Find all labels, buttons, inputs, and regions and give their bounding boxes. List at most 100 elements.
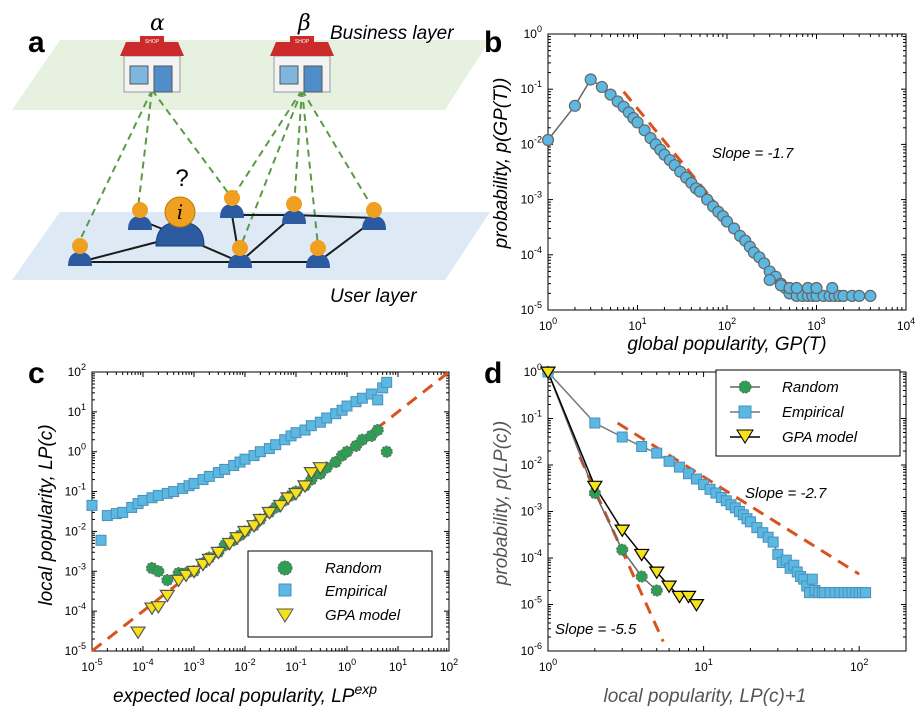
user-head bbox=[310, 240, 326, 256]
shop-door bbox=[153, 65, 173, 93]
panel-d-label: d bbox=[484, 357, 502, 390]
chart-d-legend-random-marker bbox=[738, 380, 752, 394]
chart-d-x-tick-label: 101 bbox=[694, 657, 712, 674]
chart-c-y-tick-label: 101 bbox=[68, 402, 86, 419]
user-head bbox=[72, 238, 88, 254]
chart-d-legend: Random Empirical GPA model bbox=[715, 369, 901, 457]
link-alpha-3 bbox=[151, 89, 233, 199]
chart-b-point bbox=[541, 133, 555, 147]
chart-d-gpa-point bbox=[539, 366, 557, 380]
chart-c-legend-empirical-marker bbox=[278, 583, 292, 597]
chart-d-gpa-point bbox=[648, 566, 665, 580]
chart-d-x-tick-label: 102 bbox=[850, 657, 868, 674]
link-beta-4 bbox=[301, 89, 319, 247]
chart-c-random-point bbox=[161, 574, 174, 587]
chart-d-y-tick-label: 10-4 bbox=[521, 548, 542, 565]
chart-b-x-tick-label: 100 bbox=[539, 316, 557, 333]
chart-b-x-tick-label: 102 bbox=[718, 316, 736, 333]
user-icon bbox=[228, 240, 252, 268]
chart-d-empirical-point bbox=[690, 473, 702, 485]
chart-c-gpa-point bbox=[236, 525, 254, 539]
chart-c-gpa-point bbox=[252, 513, 269, 527]
panel-b-label: b bbox=[484, 26, 502, 59]
chart-d-random-point bbox=[635, 570, 648, 583]
chart-c-empirical-point bbox=[381, 376, 393, 388]
chart-d-slope-annotation-1: Slope = -2.7 bbox=[745, 485, 827, 502]
chart-d-empirical-point bbox=[663, 455, 675, 467]
chart-c-y-tick-label: 10-2 bbox=[65, 521, 86, 538]
user-body bbox=[306, 254, 330, 268]
target-user-icon: i bbox=[155, 196, 205, 247]
chart-c-y-tick-label: 10-3 bbox=[65, 561, 86, 578]
target-user-label: i bbox=[177, 200, 183, 224]
shop-window bbox=[279, 65, 299, 85]
target-user-head bbox=[164, 196, 196, 228]
chart-b-point bbox=[693, 185, 707, 198]
chart-c-gpa-point bbox=[229, 532, 246, 546]
user-head bbox=[132, 202, 148, 218]
chart-c-gpa-point bbox=[221, 537, 238, 551]
chart-b-x-tick-label: 103 bbox=[807, 316, 825, 333]
chart-c-gpa-point bbox=[201, 553, 218, 567]
chart-b-point bbox=[584, 73, 597, 86]
chart-b-point bbox=[631, 116, 644, 129]
business-layer-plane bbox=[12, 40, 490, 110]
chart-d-y-tick-label: 10-2 bbox=[521, 455, 542, 472]
chart-d-empirical-point bbox=[860, 587, 872, 599]
chart-b-x-tick-label: 101 bbox=[628, 316, 646, 333]
chart-c-gpa-point bbox=[185, 565, 203, 579]
chart-d-gpa-point bbox=[586, 480, 603, 494]
panel-a-label: a bbox=[28, 26, 45, 59]
user-body bbox=[362, 216, 386, 230]
chart-b-ylabel: probability, p(GP(T)) bbox=[491, 78, 512, 250]
chart-d-y-tick-label: 10-3 bbox=[521, 502, 542, 519]
chart-c-legend-gpa-label: GPA model bbox=[325, 607, 401, 624]
user-body bbox=[228, 254, 252, 268]
chart-b-series-line bbox=[547, 78, 871, 297]
chart-b-plot-frame bbox=[547, 33, 907, 311]
chart-d-x-tick-label: 100 bbox=[539, 657, 557, 674]
user-icon bbox=[68, 238, 92, 266]
shop-icon: SHOP bbox=[270, 36, 334, 93]
chart-d-gpa-point bbox=[688, 598, 705, 612]
chart-b-point bbox=[595, 80, 608, 94]
shop-sign-text: SHOP bbox=[145, 39, 160, 45]
chart-c-x-tick-label: 10-2 bbox=[234, 657, 255, 674]
chart-c-gpa-point bbox=[287, 487, 305, 501]
shop-window bbox=[129, 65, 149, 85]
chart-c-gpa-point bbox=[210, 546, 227, 560]
chart-c-legend-gpa-marker bbox=[276, 608, 294, 623]
chart-d-gpa-line bbox=[547, 371, 698, 606]
business-layer-label: Business layer bbox=[330, 23, 454, 44]
chart-c-gpa-point bbox=[261, 506, 278, 520]
chart-c-gpa-point bbox=[272, 499, 289, 513]
chart-b-slope-annotation: Slope = -1.7 bbox=[712, 145, 794, 162]
shop-sign-text: SHOP bbox=[295, 39, 310, 45]
chart-b-point bbox=[568, 99, 582, 112]
chart-c-gpa-point bbox=[245, 520, 263, 534]
link-beta-2 bbox=[239, 89, 303, 249]
chart-c-gpa-point bbox=[312, 462, 329, 476]
chart-d-legend-random-label: Random bbox=[782, 379, 839, 396]
chart-b-point bbox=[790, 281, 803, 295]
chart-b: 100 101 102 103 104 10-5 10-4 10-3 10-2 10-1 100 bbox=[521, 24, 916, 333]
user-head bbox=[366, 202, 382, 218]
chart-b-point bbox=[763, 273, 776, 287]
chart-c-x-tick-label: 10-5 bbox=[81, 657, 102, 674]
chart-b-point bbox=[826, 281, 839, 295]
chart-b-x-tick-label: 104 bbox=[897, 316, 915, 333]
chart-c-x-tick-label: 10-4 bbox=[132, 657, 153, 674]
chart-c-empirical-point bbox=[95, 534, 107, 546]
user-body bbox=[282, 210, 306, 224]
chart-c-random-point bbox=[340, 445, 354, 458]
user-head bbox=[232, 240, 248, 256]
shop-awning bbox=[270, 42, 334, 56]
panel-c-label: c bbox=[28, 357, 45, 390]
chart-c-gpa-point bbox=[280, 492, 297, 506]
chart-c-x-tick-label: 10-3 bbox=[183, 657, 204, 674]
question-mark: ? bbox=[175, 165, 188, 192]
user-body bbox=[68, 252, 92, 266]
chart-b-y-tick-label: 10-2 bbox=[521, 134, 542, 151]
chart-d-empirical-point bbox=[636, 440, 648, 452]
